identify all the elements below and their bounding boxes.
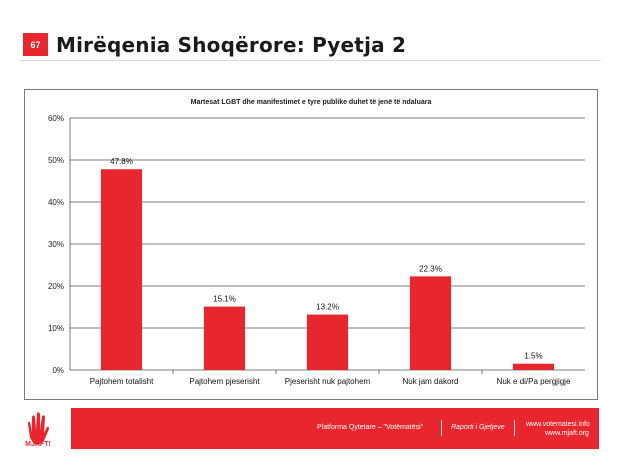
footer-bar: Platforma Qytetare – "Votëmatësi" Raport… [71,408,599,449]
hand-icon [28,412,49,445]
footer-separator [441,420,442,436]
bar [409,276,452,370]
footer-web-votematesi[interactable]: www.votematesi.info [526,421,590,428]
chart-frame: Martesat LGBT dhe manifestimet e tyre pu… [24,89,598,400]
x-tick-label: Pajtohem totalisht [90,377,154,386]
footer-web-mjaft[interactable]: www.mjaft.org [545,430,589,437]
y-tick-label: 40% [48,198,64,207]
data-label: 13.2% [316,303,339,312]
x-tick-label: Nuk jam dakord [402,377,458,386]
chart-title: Martesat LGBT dhe manifestimet e tyre pu… [191,99,432,106]
mjaft-logo-text: MJAFT! [25,441,51,448]
x-tick-label: Nuk e di/Pa pergjigje [497,377,571,386]
bar [203,306,246,370]
bar [100,169,143,370]
footer-platform: Platforma Qytetare – "Votëmatësi" [317,424,424,431]
data-label: 47.8% [110,157,133,166]
y-tick-label: 30% [48,240,64,249]
data-label: 15.1% [213,295,236,304]
footer-report: Raporti i Gjetjeve [451,424,505,431]
bar [512,363,555,370]
slide-number-badge: 67 [23,33,48,56]
slide-title: Mirëqenia Shoqërore: Pyetja 2 [56,33,407,57]
x-tick-label: Pjeserisht nuk pajtohem [285,377,371,386]
y-tick-label: 10% [48,324,64,333]
x-tick-label: Pajtohem pjeserisht [189,377,260,386]
y-tick-label: 20% [48,282,64,291]
y-tick-label: 50% [48,156,64,165]
data-label: 22.3% [419,264,442,273]
footer-separator [514,420,515,436]
bar [306,314,349,370]
data-label: 1.5% [524,352,542,361]
y-tick-label: 0% [52,366,64,375]
bar-chart: Martesat LGBT dhe manifestimet e tyre pu… [48,99,585,386]
y-tick-label: 60% [48,114,64,123]
title-divider [20,60,601,61]
